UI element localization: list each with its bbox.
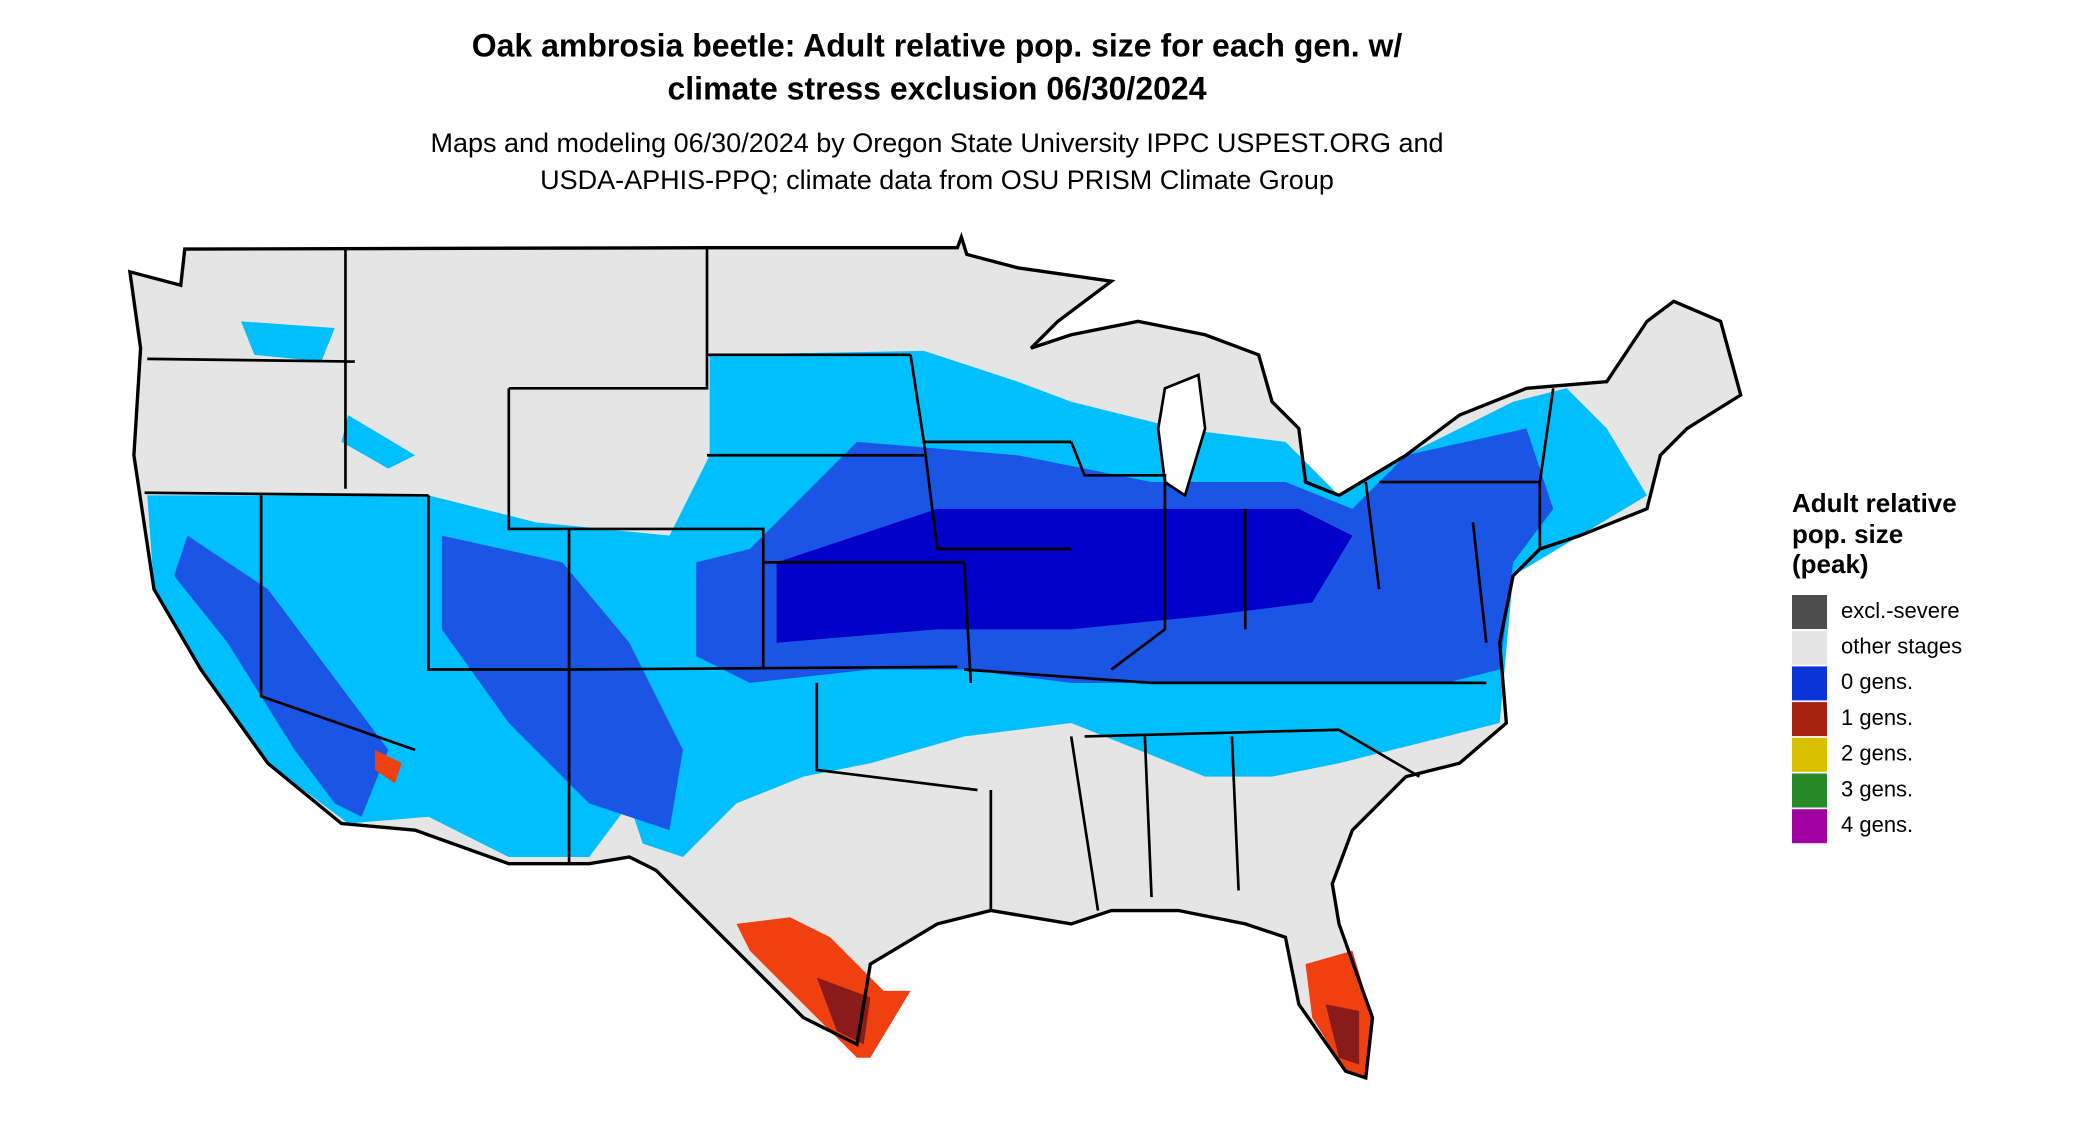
- legend-swatch: [1792, 737, 1827, 772]
- subtitle: USDA-APHIS-PPQ; climate data from OSU PR…: [540, 165, 1334, 195]
- legend-swatch: [1792, 666, 1827, 701]
- zone-dark-red: [816, 977, 1360, 1065]
- us-map: [127, 231, 1743, 1081]
- legend-swatch: [1792, 702, 1827, 737]
- outline: [127, 231, 1743, 1081]
- title: climate stress exclusion 06/30/2024: [667, 70, 1206, 106]
- legend-label: 3 gens.: [1841, 776, 1913, 801]
- legend-label: 2 gens.: [1841, 741, 1913, 766]
- legend-swatch: [1792, 595, 1827, 629]
- legend-title: Adult relative: [1792, 488, 1957, 518]
- state-borders: [144, 247, 1555, 911]
- zone-red: [374, 749, 1373, 1078]
- legend-title: (peak): [1792, 549, 1869, 579]
- zone-dark-blue: [776, 508, 1353, 643]
- legend-label: 1 gens.: [1841, 705, 1913, 730]
- legend-swatch: [1792, 773, 1827, 808]
- zone-light-blue-nw: [241, 321, 416, 469]
- legend-label: excl.-severe: [1841, 598, 1960, 623]
- subtitle: Maps and modeling 06/30/2024 by Oregon S…: [430, 128, 1443, 158]
- legend-title: pop. size: [1792, 519, 1903, 549]
- legend: Adult relative pop. size (peak) excl.-se…: [1792, 488, 1962, 844]
- legend-label: other stages: [1841, 634, 1962, 659]
- legend-swatch: [1792, 809, 1827, 844]
- lake-michigan: [1156, 373, 1207, 498]
- title: Oak ambrosia beetle: Adult relative pop.…: [472, 27, 1403, 63]
- legend-label: 0 gens.: [1841, 669, 1913, 694]
- legend-label: 4 gens.: [1841, 812, 1913, 837]
- legend-swatch: [1792, 630, 1827, 665]
